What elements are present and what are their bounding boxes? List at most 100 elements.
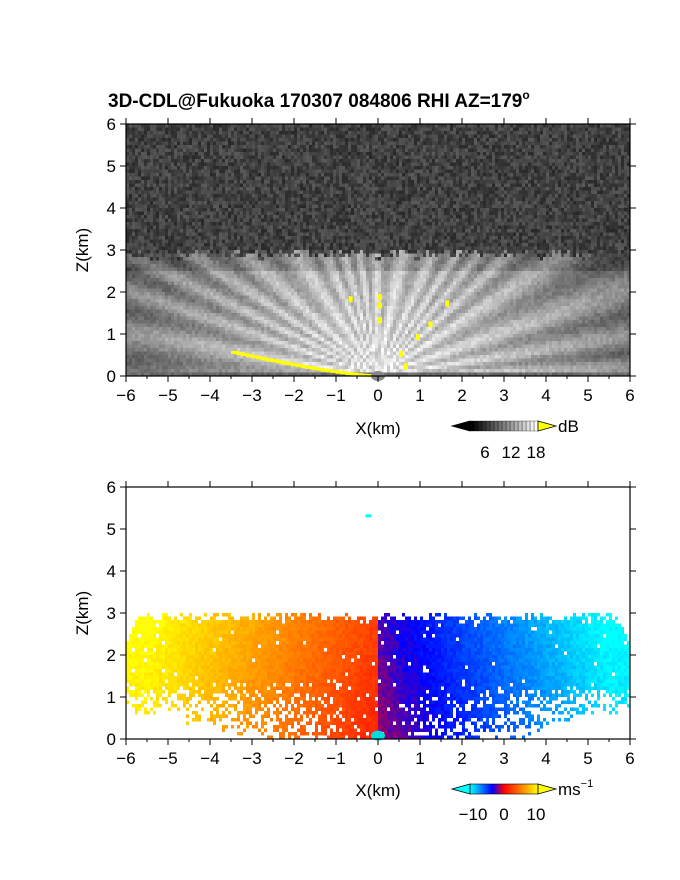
clutter-pixel xyxy=(231,350,239,354)
x-tick-label: 0 xyxy=(373,386,382,405)
reflectivity-colorbar-right-arrow xyxy=(537,420,558,432)
x-tick-label: 1 xyxy=(415,386,424,405)
reflectivity-colorbar-tick: 18 xyxy=(527,443,546,462)
x-tick-label: 2 xyxy=(457,749,466,768)
colorbar-swatch xyxy=(485,420,491,432)
x-tick-label: 5 xyxy=(583,749,592,768)
saturated-pixel xyxy=(428,321,433,328)
figure-title: 3D-CDL@Fukuoka 170307 084806 RHI AZ=179o xyxy=(108,88,530,112)
velocity-axes: −6 −5 −4 −3 −2 −1 0 1 2 3 4 5 6 0 1 2 3 4 5 6 xyxy=(107,478,636,768)
clutter-pixel xyxy=(240,353,249,357)
x-tick-label: 6 xyxy=(625,386,634,405)
colorbar-swatch xyxy=(493,420,499,432)
x-tick-label: −3 xyxy=(242,386,261,405)
velocity-colorbar-tick: 10 xyxy=(527,805,546,824)
y-tick-label: 0 xyxy=(107,367,116,386)
reflectivity-colorbar-tick: 6 xyxy=(480,443,489,462)
y-tick-label: 6 xyxy=(107,115,116,134)
reflectivity-plot-area xyxy=(126,124,630,381)
velocity-colorbar: ms−1 −10 0 10 xyxy=(450,778,593,824)
colorbar-swatch xyxy=(509,420,515,432)
colorbar-swatch xyxy=(501,420,507,432)
velocity-field xyxy=(126,487,630,739)
x-tick-label: −5 xyxy=(158,749,177,768)
saturated-pixel xyxy=(399,350,403,357)
y-tick-label: 6 xyxy=(107,478,116,497)
velocity-plot-area xyxy=(126,487,630,741)
saturated-pixel xyxy=(378,294,382,301)
isolated-pixel xyxy=(365,514,372,518)
x-tick-label: −6 xyxy=(116,749,135,768)
colorbar-swatch xyxy=(513,420,519,432)
x-tick-label: 3 xyxy=(499,749,508,768)
saturated-pixel xyxy=(348,296,353,303)
saturated-pixel xyxy=(415,334,420,340)
colorbar-swatch xyxy=(489,420,495,432)
colorbar-swatch xyxy=(517,420,523,432)
velocity-colorbar-left-arrow xyxy=(450,783,471,795)
clutter-pixel xyxy=(260,357,269,361)
radar-site-marker xyxy=(371,730,385,741)
x-tick-label: −3 xyxy=(242,749,261,768)
x-tick-label: 6 xyxy=(625,749,634,768)
saturated-pixel xyxy=(378,302,382,309)
colorbar-swatch xyxy=(525,420,531,432)
clutter-pixel xyxy=(350,372,359,376)
y-tick-label: 1 xyxy=(107,688,116,707)
clutter-pixel xyxy=(305,365,314,369)
colorbar-swatch xyxy=(477,420,483,432)
x-tick-label: 5 xyxy=(583,386,592,405)
reflectivity-colorbar-left-arrow xyxy=(450,420,471,432)
clutter-pixel xyxy=(245,354,254,358)
velocity-colorbar-unit: ms−1 xyxy=(558,778,593,799)
clutter-pixel xyxy=(335,370,344,374)
x-tick-label: −4 xyxy=(200,749,219,768)
x-tick-label: 1 xyxy=(415,749,424,768)
velocity-colorbar-bar xyxy=(469,783,539,795)
clutter-pixel xyxy=(285,362,294,366)
reflectivity-colorbar-unit: dB xyxy=(558,417,579,436)
reflectivity-field xyxy=(126,124,630,376)
clutter-pixel xyxy=(330,370,339,374)
colorbar-swatch xyxy=(533,420,539,432)
clutter-pixel xyxy=(300,365,309,369)
velocity-x-label: X(km) xyxy=(355,781,400,800)
clutter-pixel xyxy=(275,360,284,364)
colorbar-swatch xyxy=(505,420,511,432)
velocity-colorbar-right-arrow xyxy=(537,783,558,795)
velocity-colorbar-tick: 0 xyxy=(499,805,508,824)
clutter-pixel xyxy=(255,356,264,360)
clutter-pixel xyxy=(290,363,299,367)
clutter-pixel xyxy=(355,373,364,377)
clutter-pixel xyxy=(310,366,319,370)
clutter-pixel xyxy=(295,364,304,368)
reflectivity-x-label: X(km) xyxy=(355,419,400,438)
saturated-pixel xyxy=(445,300,450,307)
y-tick-label: 4 xyxy=(107,562,116,581)
x-tick-label: −5 xyxy=(158,386,177,405)
x-tick-label: −1 xyxy=(326,386,345,405)
clutter-pixel xyxy=(270,359,279,363)
velocity-colorbar-tick: −10 xyxy=(459,805,488,824)
x-tick-label: −2 xyxy=(284,749,303,768)
x-tick-label: −2 xyxy=(284,386,303,405)
x-tick-label: 4 xyxy=(541,749,550,768)
colorbar-swatch xyxy=(469,420,475,432)
clutter-pixel xyxy=(320,368,329,372)
y-tick-label: 0 xyxy=(107,730,116,749)
reflectivity-colorbar: dB 6 12 18 xyxy=(450,417,579,462)
clutter-pixel xyxy=(325,369,334,373)
x-tick-label: 2 xyxy=(457,386,466,405)
saturated-pixel xyxy=(378,317,382,324)
colorbar-swatch xyxy=(529,420,535,432)
y-tick-label: 3 xyxy=(107,241,116,260)
clutter-pixel xyxy=(265,358,274,362)
clutter-pixel xyxy=(345,372,354,376)
y-tick-label: 5 xyxy=(107,157,116,176)
velocity-y-label: Z(km) xyxy=(73,591,92,635)
y-tick-label: 2 xyxy=(107,646,116,665)
x-tick-label: 0 xyxy=(373,749,382,768)
